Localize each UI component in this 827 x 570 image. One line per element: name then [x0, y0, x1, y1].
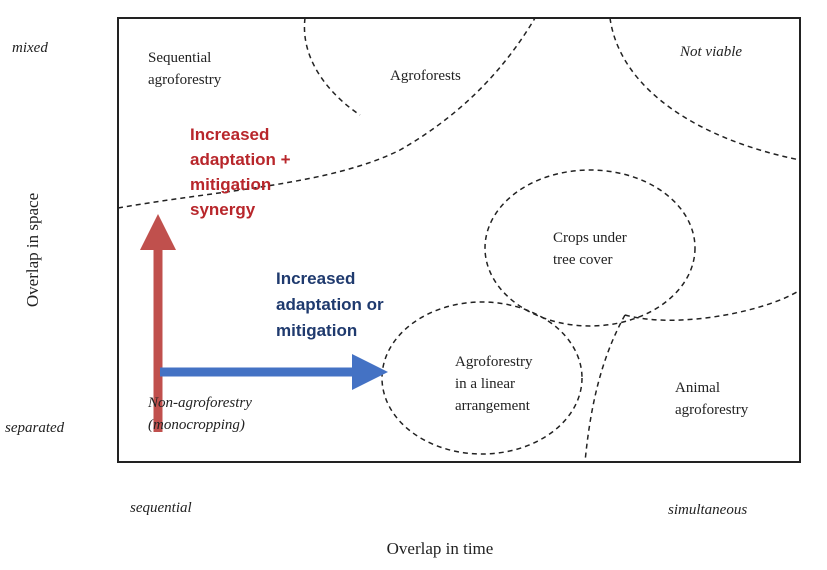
- arrow-label: adaptation or: [276, 295, 384, 314]
- region-label: Not viable: [679, 44, 742, 60]
- region-label: Animal: [675, 380, 720, 396]
- region-label: Sequential: [148, 50, 211, 66]
- x-label: Overlap in time: [387, 539, 494, 558]
- arrow-label: Increased: [276, 269, 355, 288]
- region-label: in a linear: [455, 376, 515, 392]
- y-top: mixed: [12, 40, 48, 56]
- arrow-label: synergy: [190, 200, 256, 219]
- region-label: tree cover: [553, 252, 613, 268]
- frame: [117, 17, 801, 463]
- region-label: agroforestry: [675, 402, 749, 418]
- region-label: agroforestry: [148, 72, 222, 88]
- x-left: sequential: [130, 500, 192, 516]
- region-label: Agroforests: [390, 68, 461, 84]
- arrow-label: mitigation: [276, 321, 357, 340]
- arrow-label: adaptation +: [190, 150, 291, 169]
- y-bottom: separated: [5, 420, 65, 436]
- y-label: Overlap in space: [23, 193, 42, 307]
- boundaries: [117, 17, 801, 463]
- x-right: simultaneous: [668, 502, 747, 518]
- region-label: (monocropping): [148, 417, 245, 433]
- region-label: Crops under: [553, 230, 627, 246]
- labels: Sequential agroforestry Agroforests Not via…: [147, 44, 749, 433]
- region-label: arrangement: [455, 398, 531, 414]
- region-label: Agroforestry: [455, 354, 533, 370]
- region-label: Non-agroforestry: [147, 395, 252, 411]
- arrow-label: Increased: [190, 125, 269, 144]
- arrow-label: mitigation: [190, 175, 271, 194]
